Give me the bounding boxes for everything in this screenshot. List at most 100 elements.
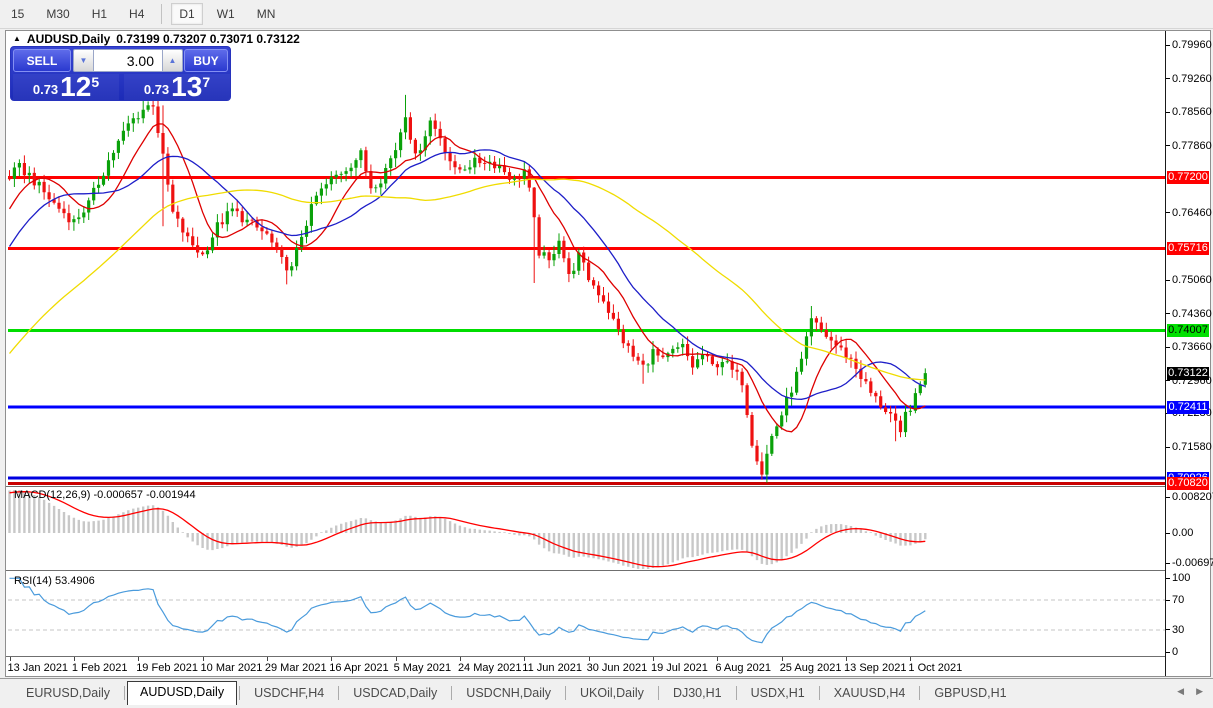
timeframe-button-m30[interactable]: M30 bbox=[46, 7, 70, 21]
chart-tab-ukoil-daily[interactable]: UKOil,Daily bbox=[580, 686, 644, 700]
chart-tab-dj30-h1[interactable]: DJ30,H1 bbox=[672, 686, 722, 700]
tab-separator bbox=[657, 686, 659, 700]
price-axis[interactable]: 0.79960 0.79260 0.78560 0.77860 0.76460 0.750… bbox=[1166, 31, 1213, 676]
buy-price-display[interactable]: 0.73 13 7 bbox=[124, 71, 230, 102]
volume-increase-button[interactable]: ▲ bbox=[162, 49, 183, 72]
price-axis-tick-mark bbox=[1166, 313, 1170, 315]
macd-label: MACD(12,26,9) -0.000657 -0.001944 bbox=[14, 489, 196, 501]
chart-ohlc-values: 0.73199 0.73207 0.73071 0.73122 bbox=[116, 32, 300, 46]
tab-scroll-buttons: ◀ ▶ bbox=[1177, 686, 1203, 697]
time-axis-date-label: 11 Jun 2021 bbox=[522, 662, 583, 674]
macd-axis-tick-mark bbox=[1166, 532, 1170, 534]
chart-tab-xauusd-h4[interactable]: XAUUSD,H4 bbox=[833, 686, 906, 700]
sell-button[interactable]: SELL bbox=[13, 49, 71, 72]
timeframe-button-w1[interactable]: W1 bbox=[216, 7, 235, 21]
time-axis-tick-mark bbox=[331, 657, 333, 661]
timeframe-button-mn[interactable]: MN bbox=[256, 7, 276, 21]
time-axis-tick-mark bbox=[717, 657, 719, 661]
price-axis-tick-mark bbox=[1166, 346, 1170, 348]
time-axis-date-label: 1 Feb 2021 bbox=[71, 662, 128, 674]
macd-axis-tick-label: 0.00 bbox=[1172, 527, 1194, 539]
sell-price-sup: 5 bbox=[91, 74, 100, 90]
macd-indicator-pane[interactable] bbox=[6, 487, 1165, 571]
time-axis-date-label: 1 Oct 2021 bbox=[908, 662, 963, 674]
buy-price-big: 13 bbox=[171, 71, 203, 102]
price-level-badge: 0.77200 bbox=[1167, 170, 1209, 184]
time-axis-date-label: 6 Aug 2021 bbox=[715, 662, 772, 674]
collapse-panel-icon[interactable]: ▲ bbox=[13, 34, 21, 43]
time-axis-date-label: 13 Jan 2021 bbox=[7, 662, 69, 674]
timeframe-button-h4[interactable]: H4 bbox=[129, 7, 145, 21]
price-level-badge: 0.70820 bbox=[1167, 477, 1209, 490]
tab-separator bbox=[919, 686, 921, 700]
price-axis-line bbox=[1165, 31, 1166, 676]
volume-input[interactable] bbox=[94, 49, 162, 72]
chart-tab-bar: EURUSD,Daily AUDUSD,Daily USDCHF,H4 USDCAD,… bbox=[0, 678, 1213, 708]
time-axis-date-label: 16 Apr 2021 bbox=[329, 662, 389, 674]
price-level-badge: 0.72411 bbox=[1167, 400, 1209, 414]
price-axis-tick-mark bbox=[1166, 212, 1170, 214]
price-axis-tick-label: 0.74360 bbox=[1172, 307, 1212, 320]
time-axis-tick-mark bbox=[781, 657, 783, 661]
tab-separator bbox=[565, 686, 567, 700]
price-axis-tick-mark bbox=[1166, 111, 1170, 113]
price-level-badge: 0.74007 bbox=[1167, 324, 1209, 338]
tab-separator bbox=[735, 686, 737, 700]
rsi-axis-tick-label: 70 bbox=[1172, 594, 1185, 607]
chart-tab-audusd-daily[interactable]: AUDUSD,Daily bbox=[127, 681, 238, 705]
chart-title-bar: ▲ AUDUSD,Daily 0.73199 0.73207 0.73071 0… bbox=[13, 32, 300, 46]
chart-tab-usdcad-daily[interactable]: USDCAD,Daily bbox=[353, 686, 438, 700]
buy-price-sup: 7 bbox=[202, 74, 211, 90]
timeframe-toolbar: 15 M30 H1 H4 D1 W1 MN bbox=[0, 0, 1213, 29]
time-axis-date-label: 29 Mar 2021 bbox=[264, 662, 327, 674]
time-axis-tick-mark bbox=[910, 657, 912, 661]
time-axis-tick-mark bbox=[202, 657, 204, 661]
price-axis-tick-label: 0.79260 bbox=[1172, 72, 1212, 85]
price-axis-tick-mark bbox=[1166, 380, 1170, 382]
main-price-chart[interactable] bbox=[6, 31, 1165, 487]
pane-separator[interactable] bbox=[6, 570, 1210, 571]
price-axis-tick-mark bbox=[1166, 44, 1170, 46]
price-axis-tick-mark bbox=[1166, 78, 1170, 80]
timeframe-button-h1[interactable]: H1 bbox=[91, 7, 108, 21]
chart-tab-usdcnh-daily[interactable]: USDCNH,Daily bbox=[466, 686, 552, 700]
rsi-axis-tick-mark bbox=[1166, 599, 1170, 601]
rsi-axis-tick-mark bbox=[1166, 629, 1170, 631]
timeframe-button-d1[interactable]: D1 bbox=[171, 3, 203, 25]
rsi-indicator-pane[interactable] bbox=[6, 571, 1165, 657]
tab-scroll-left-icon[interactable]: ◀ bbox=[1177, 686, 1185, 696]
arrow-up-icon: ▲ bbox=[168, 56, 177, 65]
chart-tab-usdx-h1[interactable]: USDX,H1 bbox=[750, 686, 805, 700]
price-level-badge: 0.75716 bbox=[1167, 242, 1209, 256]
macd-axis-tick-mark bbox=[1166, 562, 1170, 564]
price-axis-tick-label: 0.77860 bbox=[1172, 139, 1212, 152]
timeframe-button-15[interactable]: 15 bbox=[11, 7, 25, 21]
tab-separator bbox=[451, 686, 453, 700]
tab-separator bbox=[124, 686, 126, 700]
buy-price-prefix: 0.73 bbox=[143, 82, 170, 97]
pane-separator[interactable] bbox=[6, 486, 1210, 487]
time-axis-date-label: 10 Mar 2021 bbox=[200, 662, 263, 674]
time-axis-tick-mark bbox=[588, 657, 590, 661]
rsi-axis-tick-label: 100 bbox=[1172, 572, 1191, 584]
price-axis-tick-label: 0.79960 bbox=[1172, 39, 1212, 51]
time-axis[interactable]: 13 Jan 2021 1 Feb 2021 19 Feb 2021 10 Mar 2… bbox=[6, 657, 1165, 676]
sell-price-display[interactable]: 0.73 12 5 bbox=[13, 71, 119, 102]
rsi-axis-tick-label: 0 bbox=[1172, 646, 1179, 658]
rsi-axis-tick-mark bbox=[1166, 651, 1170, 653]
tab-separator bbox=[239, 686, 241, 700]
tab-scroll-right-icon[interactable]: ▶ bbox=[1196, 686, 1203, 696]
buy-button[interactable]: BUY bbox=[184, 49, 228, 72]
rsi-axis-tick-mark bbox=[1166, 577, 1170, 579]
volume-decrease-button[interactable]: ▼ bbox=[73, 49, 94, 72]
chart-tab-usdchf-h4[interactable]: USDCHF,H4 bbox=[254, 686, 325, 700]
one-click-trading-panel: SELL ▼ ▲ BUY 0.73 12 5 0.73 13 7 bbox=[10, 46, 231, 101]
arrow-down-icon: ▼ bbox=[79, 56, 88, 65]
time-axis-date-label: 25 Aug 2021 bbox=[779, 662, 842, 674]
chart-tab-gbpusd-h1[interactable]: GBPUSD,H1 bbox=[934, 686, 1007, 700]
sell-price-big: 12 bbox=[60, 71, 92, 102]
time-axis-date-label: 19 Jul 2021 bbox=[651, 662, 708, 674]
price-axis-tick-label: 0.78560 bbox=[1172, 106, 1212, 119]
chart-tab-eurusd-daily[interactable]: EURUSD,Daily bbox=[26, 686, 111, 700]
